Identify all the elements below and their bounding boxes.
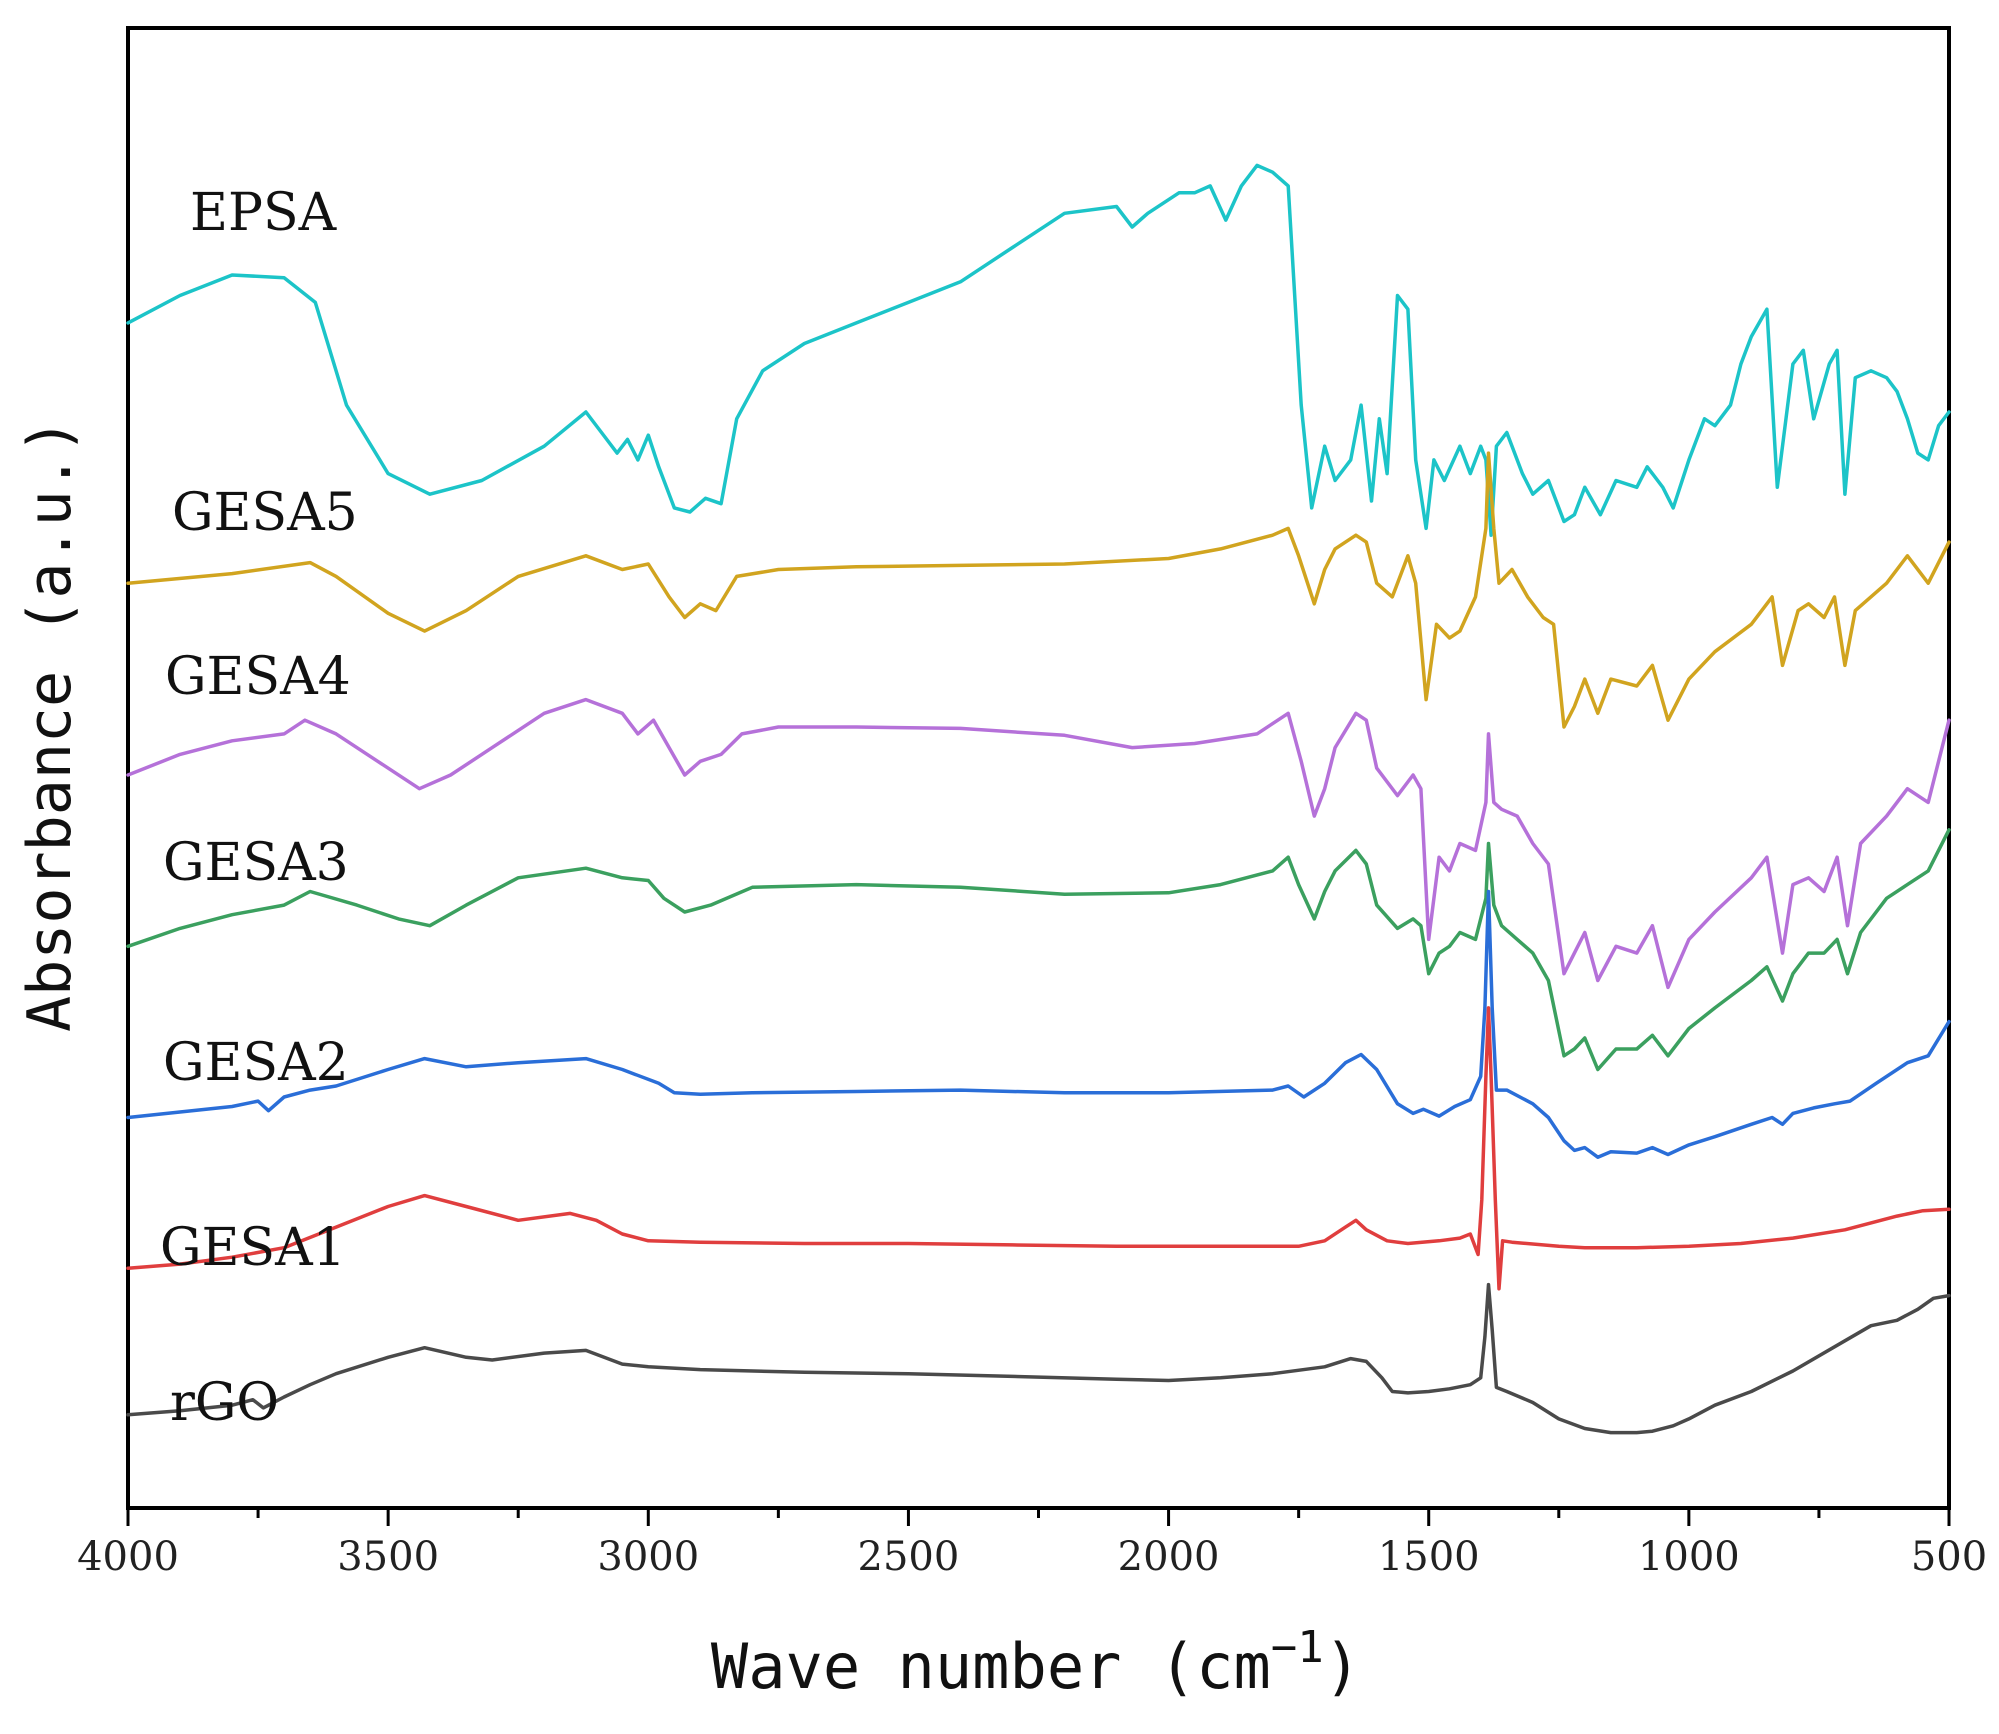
series-line-gesa1 (126, 1006, 1951, 1291)
series-label-epsa: EPSA (190, 183, 338, 243)
series-labels: EPSA GESA5 GESA4 GESA3 GESA2 GESA1 rGO (160, 183, 358, 1433)
series-line-gesa2 (126, 889, 1951, 1159)
x-tick-label: 3000 (597, 1534, 699, 1580)
x-axis-title-main: Wave number (cm (711, 1630, 1271, 1703)
series-label-gesa2: GESA2 (163, 1033, 349, 1093)
x-tick-label: 500 (1911, 1534, 1987, 1580)
x-axis-title-close: ) (1324, 1630, 1361, 1703)
x-tick-label: 3500 (337, 1534, 439, 1580)
series-label-gesa3: GESA3 (163, 833, 349, 893)
x-tick-label: 2000 (1118, 1534, 1220, 1580)
series-label-rgo: rGO (170, 1373, 279, 1433)
series-line-gesa4 (126, 697, 1951, 990)
series-label-gesa5: GESA5 (172, 483, 358, 543)
series-label-gesa1: GESA1 (160, 1218, 346, 1278)
series-line-gesa3 (126, 828, 1951, 1072)
series-label-gesa4: GESA4 (165, 647, 351, 707)
series-line-rgo (126, 1282, 1951, 1435)
x-tick-label: 1500 (1378, 1534, 1480, 1580)
x-axis-title-superscript: −1 (1271, 1622, 1324, 1673)
series-line-gesa5 (126, 451, 1951, 729)
x-tick-label: 4000 (77, 1534, 179, 1580)
series-group (126, 163, 1951, 1435)
x-axis-ticks: 4000 3500 3000 2500 2000 1500 1000 500 (77, 1508, 1987, 1580)
series-line-epsa (126, 163, 1951, 537)
x-tick-label: 1000 (1638, 1534, 1740, 1580)
plot-frame (126, 26, 1951, 1510)
x-axis-title: Wave number (cm−1) (711, 1622, 1361, 1703)
y-axis-title: Absorbance (a.u.) (15, 418, 85, 1032)
x-tick-label: 2500 (858, 1534, 960, 1580)
